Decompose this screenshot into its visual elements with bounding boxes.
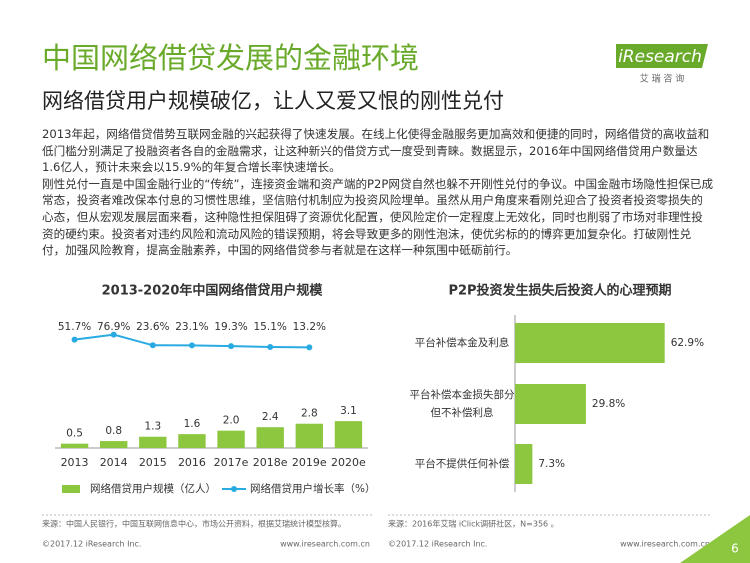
bar bbox=[217, 430, 245, 448]
chart-title: 2013-2020年中国网络借贷用户规模 bbox=[102, 283, 324, 299]
value-label: 1.3 bbox=[144, 421, 161, 433]
corner bbox=[680, 515, 750, 563]
growth-point bbox=[306, 344, 313, 351]
logo-sub: 艾 瑞 咨 询 bbox=[640, 73, 685, 85]
x-tick-label: 2013 bbox=[61, 456, 89, 469]
value-label: 1.6 bbox=[184, 418, 201, 430]
growth-point bbox=[71, 336, 78, 343]
x-tick-label: 2014 bbox=[100, 456, 128, 469]
copyright: ©2017.12 iResearch Inc. bbox=[42, 540, 141, 549]
growth-point bbox=[149, 342, 156, 349]
bar bbox=[515, 444, 533, 484]
logo-box bbox=[616, 44, 708, 68]
value-label: 7.3% bbox=[538, 458, 565, 470]
value-label: 2.8 bbox=[301, 408, 318, 420]
url: www.iresearch.com.cn bbox=[620, 540, 710, 549]
bar bbox=[334, 421, 363, 448]
x-tick-label: 2019e bbox=[292, 456, 327, 469]
value-label: 62.9% bbox=[671, 337, 704, 349]
bar bbox=[60, 443, 89, 448]
bar bbox=[139, 436, 167, 448]
value-label: 23.6% bbox=[136, 321, 169, 333]
value-label: 76.9% bbox=[97, 321, 130, 333]
bar bbox=[99, 441, 128, 448]
legend-swatch bbox=[62, 485, 80, 493]
y-tick-label: 平台不提供任何补偿 bbox=[415, 457, 510, 470]
logo: iResearch bbox=[618, 47, 702, 67]
paragraph: 2013年起，网络借贷借势互联网金融的兴起获得了快速发展。在线上化使得金融服务更… bbox=[42, 127, 710, 175]
value-label: 0.8 bbox=[105, 425, 122, 437]
bar bbox=[178, 434, 206, 448]
value-label: 19.3% bbox=[214, 321, 247, 333]
x-tick-label: 2020e bbox=[331, 456, 366, 469]
url: www.iresearch.com.cn bbox=[280, 540, 370, 549]
y-tick-label: 平台补偿本金及利息 bbox=[415, 336, 510, 349]
bar bbox=[295, 423, 324, 448]
source: 来源：2016年艾瑞 iClick调研社区，N=356 。 bbox=[388, 519, 559, 529]
growth-point bbox=[267, 343, 274, 350]
x-tick-label: 2016 bbox=[178, 456, 206, 469]
chart-title: P2P投资发生损失后投资人的心理预期 bbox=[448, 283, 671, 299]
value-label: 2.4 bbox=[262, 411, 279, 423]
y-tick-label: 平台补偿本金损失部分但不补偿利息 bbox=[410, 388, 515, 419]
subtitle: 网络借贷用户规模破亿，让人又爱又恨的刚性兑付 bbox=[42, 89, 504, 113]
value-label: 51.7% bbox=[58, 321, 91, 333]
value-label: 13.2% bbox=[293, 321, 326, 333]
page-number: 6 bbox=[731, 542, 739, 556]
title: 中国网络借贷发展的金融环境 bbox=[42, 41, 419, 75]
source: 来源：中国人民银行，中国互联网信息中心，市场公开资料，根据艾瑞统计模型核算。 bbox=[42, 519, 346, 529]
x-tick-label: 2018e bbox=[253, 456, 288, 469]
growth-point bbox=[188, 342, 195, 349]
bar bbox=[256, 427, 284, 448]
paragraph: 刚性兑付一直是中国金融行业的“传统”，连接资金端和资产端的P2P网贷自然也躲不开… bbox=[42, 176, 714, 258]
legend-label: 网络借贷用户规模（亿人） bbox=[90, 482, 216, 495]
copyright: ©2017.12 iResearch Inc. bbox=[388, 540, 487, 549]
bar bbox=[515, 384, 586, 424]
value-label: 0.5 bbox=[66, 428, 83, 440]
value-label: 2.0 bbox=[223, 415, 240, 427]
body-text: 2013年起，网络借贷借势互联网金融的兴起获得了快速发展。在线上化使得金融服务更… bbox=[42, 126, 714, 259]
value-label: 15.1% bbox=[254, 321, 287, 333]
value-label: 29.8% bbox=[592, 398, 625, 410]
bar bbox=[515, 323, 665, 363]
value-label: 23.1% bbox=[175, 321, 208, 333]
legend-point bbox=[231, 486, 237, 492]
value-label: 3.1 bbox=[340, 405, 357, 417]
x-tick-label: 2015 bbox=[139, 456, 167, 469]
growth-point bbox=[110, 331, 117, 338]
growth-point bbox=[228, 343, 235, 350]
x-tick-label: 2017e bbox=[214, 456, 249, 469]
legend-label: 网络借贷用户增长率（%） bbox=[250, 482, 375, 495]
